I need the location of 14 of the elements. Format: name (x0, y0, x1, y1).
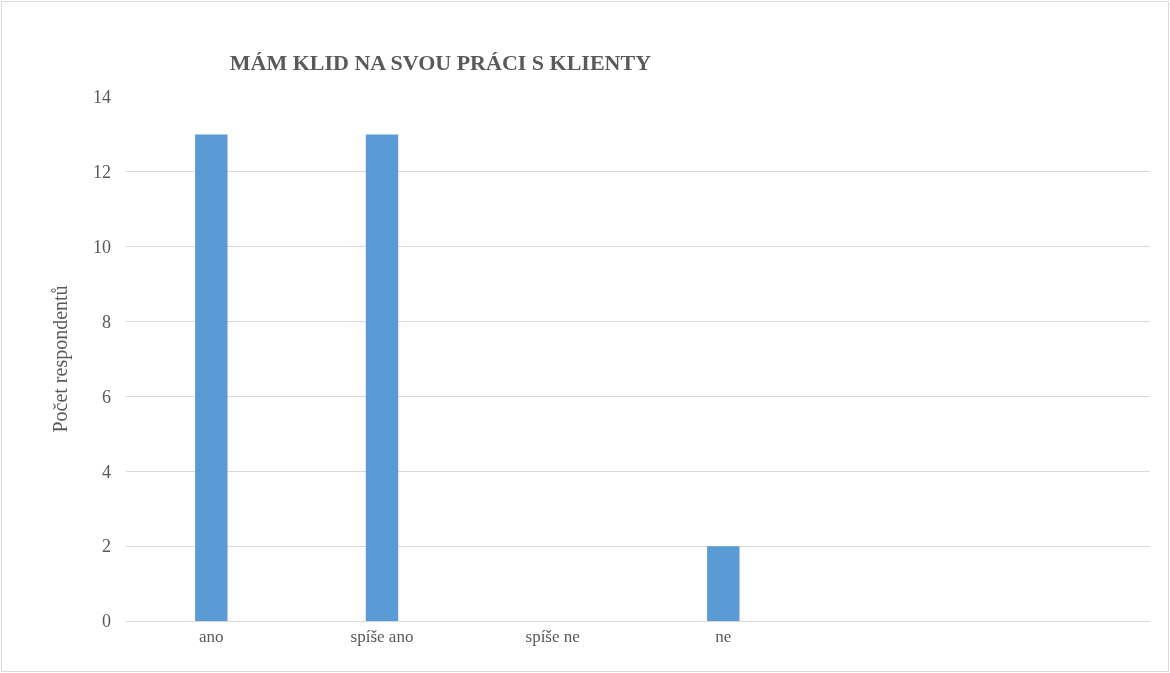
y-tick-label: 4 (102, 461, 111, 482)
x-tick-label: spíše ne (525, 627, 580, 647)
chart-title: MÁM KLID NA SVOU PRÁCI S KLIENTY (229, 49, 652, 75)
y-tick-label: 0 (102, 611, 111, 632)
y-tick-label: 14 (93, 87, 111, 108)
y-tick-label: 8 (102, 311, 111, 332)
y-axis-title: Počet respondentů (48, 285, 72, 433)
x-tick-label: ano (199, 627, 224, 647)
y-tick-label: 2 (102, 536, 111, 557)
y-tick-label: 12 (93, 162, 111, 183)
y-tick-label: 6 (102, 386, 111, 407)
x-tick-label: spíše ano (350, 627, 414, 647)
y-tick-label: 10 (93, 237, 111, 258)
x-tick-label: ne (715, 627, 732, 647)
